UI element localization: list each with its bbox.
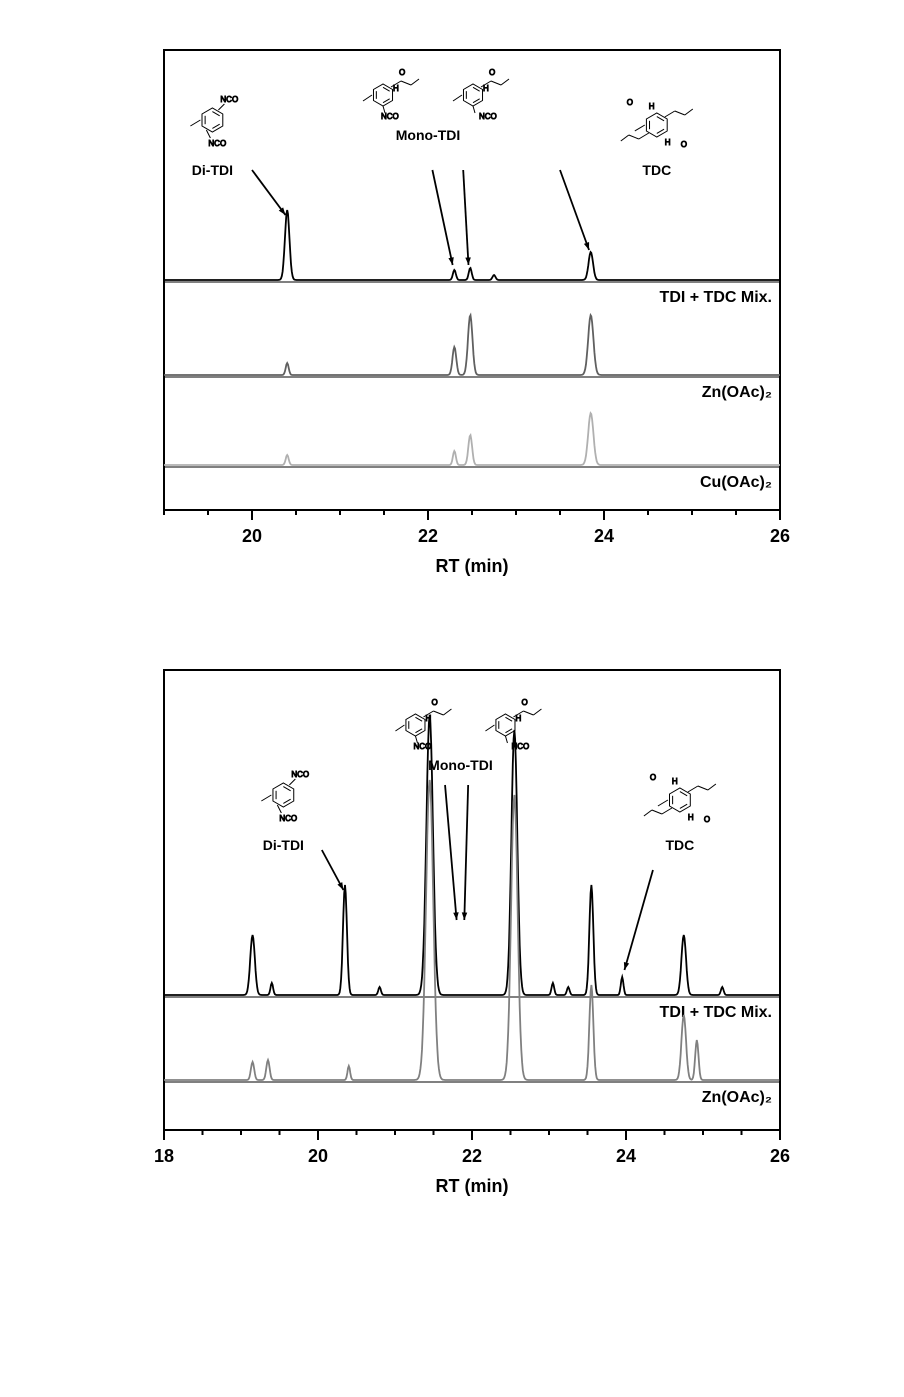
svg-text:NCO: NCO	[479, 112, 497, 121]
x-axis-label: RT (min)	[436, 1176, 509, 1196]
svg-text:H: H	[672, 777, 678, 786]
svg-text:O: O	[681, 140, 687, 149]
trace-label: TDI + TDC Mix.	[660, 1004, 772, 1021]
svg-text:NCO: NCO	[381, 112, 399, 121]
svg-text:H: H	[649, 102, 655, 111]
svg-text:O: O	[431, 698, 437, 707]
svg-text:H: H	[393, 84, 399, 93]
compound-label-monotdi: Mono-TDI	[396, 127, 461, 143]
svg-text:H: H	[483, 84, 489, 93]
svg-text:NCO: NCO	[220, 95, 238, 104]
x-tick-label: 22	[418, 526, 438, 546]
trace-label: TDI + TDC Mix.	[660, 289, 772, 306]
svg-text:O: O	[627, 98, 633, 107]
chart-svg-b: 18 20 22 24 26 RT (min) TDI + TDC Mix. Zn(OAc)₂…	[92, 640, 812, 1200]
x-tick-label: 18	[154, 1146, 174, 1166]
x-tick-label: 26	[770, 526, 790, 546]
svg-text:O: O	[704, 815, 710, 824]
svg-text:O: O	[399, 68, 405, 77]
x-tick-label: 24	[594, 526, 614, 546]
trace-label: Zn(OAc)₂	[702, 384, 772, 401]
chromatogram-trace	[164, 780, 779, 1080]
svg-text:O: O	[521, 698, 527, 707]
x-tick-label: 22	[462, 1146, 482, 1166]
svg-text:H: H	[425, 714, 431, 723]
svg-text:NCO: NCO	[291, 770, 309, 779]
svg-text:NCO: NCO	[279, 814, 297, 823]
svg-text:O: O	[650, 773, 656, 782]
compound-label-ditdi: Di-TDI	[263, 837, 304, 853]
x-tick-label: 26	[770, 1146, 790, 1166]
x-tick-label: 20	[242, 526, 262, 546]
chromatogram-trace	[164, 210, 780, 280]
chromatogram-trace	[164, 413, 780, 465]
svg-text:O: O	[489, 68, 495, 77]
trace-label: Cu(OAc)₂	[700, 474, 772, 491]
compound-label-tdc: TDC	[666, 837, 695, 853]
svg-text:H: H	[515, 714, 521, 723]
svg-text:NCO: NCO	[208, 139, 226, 148]
x-tick-label: 20	[308, 1146, 328, 1166]
chart-svg-a: 20 22 24 26 RT (min) TDI + TDC Mix. Zn(OAc)₂ Cu…	[92, 20, 812, 580]
x-tick-label: 24	[616, 1146, 636, 1166]
svg-text:NCO: NCO	[511, 742, 529, 751]
compound-label-tdc: TDC	[642, 162, 671, 178]
trace-label: Zn(OAc)₂	[702, 1089, 772, 1106]
compound-label-ditdi: Di-TDI	[192, 162, 233, 178]
x-axis-label: RT (min)	[436, 556, 509, 576]
chromatogram-trace	[164, 315, 780, 375]
compound-label-monotdi: Mono-TDI	[428, 757, 493, 773]
svg-text:H: H	[665, 138, 671, 147]
chromatogram-panel-b: 18 20 22 24 26 RT (min) TDI + TDC Mix. Zn(OAc)₂…	[92, 640, 812, 1200]
svg-text:H: H	[688, 813, 694, 822]
chromatogram-panel-a: 20 22 24 26 RT (min) TDI + TDC Mix. Zn(OAc)₂ Cu…	[92, 20, 812, 580]
svg-text:NCO: NCO	[413, 742, 431, 751]
